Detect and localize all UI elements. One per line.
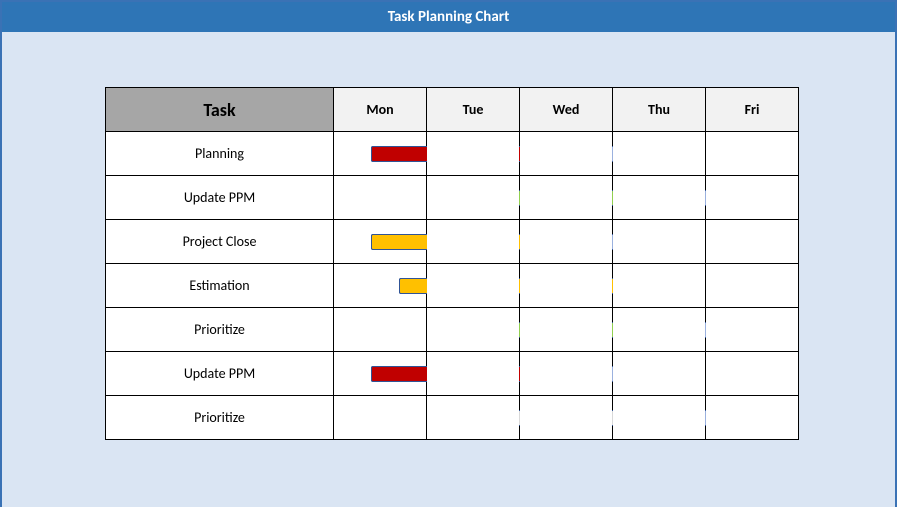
gantt-table: Task MonTueWedThuFri PlanningUpdate PPMP… <box>105 87 799 440</box>
gantt-cell <box>613 176 706 220</box>
gantt-cell <box>520 220 613 264</box>
task-label: Planning <box>106 132 334 176</box>
gantt-cell <box>427 220 520 264</box>
chart-title: Task Planning Chart <box>2 2 895 32</box>
gantt-cell <box>334 132 427 176</box>
gantt-cell <box>706 220 799 264</box>
task-label: Estimation <box>106 264 334 308</box>
day-header-tue: Tue <box>427 88 520 132</box>
task-row: Prioritize <box>106 308 799 352</box>
day-header-fri: Fri <box>706 88 799 132</box>
gantt-cell <box>613 132 706 176</box>
gantt-cell <box>520 396 613 440</box>
gantt-cell <box>427 352 520 396</box>
gantt-cell <box>334 308 427 352</box>
task-row: Project Close <box>106 220 799 264</box>
gantt-cell <box>520 176 613 220</box>
task-planning-chart: Task Planning Chart Task MonTueWedThuFri… <box>0 0 897 507</box>
gantt-cell <box>706 352 799 396</box>
gantt-cell <box>427 396 520 440</box>
task-row: Prioritize <box>106 396 799 440</box>
gantt-cell <box>520 308 613 352</box>
gantt-cell <box>427 264 520 308</box>
gantt-cell <box>613 308 706 352</box>
gantt-cell <box>706 308 799 352</box>
gantt-cell <box>706 264 799 308</box>
gantt-cell <box>520 132 613 176</box>
gantt-cell <box>520 352 613 396</box>
gantt-cell <box>334 352 427 396</box>
task-row: Estimation <box>106 264 799 308</box>
gantt-cell <box>334 264 427 308</box>
task-column-header: Task <box>106 88 334 132</box>
gantt-cell <box>334 220 427 264</box>
gantt-cell <box>520 264 613 308</box>
task-row: Update PPM <box>106 176 799 220</box>
gantt-cell <box>706 176 799 220</box>
gantt-cell <box>613 396 706 440</box>
gantt-cell <box>427 308 520 352</box>
chart-body: Task MonTueWedThuFri PlanningUpdate PPMP… <box>2 32 895 507</box>
task-row: Planning <box>106 132 799 176</box>
gantt-cell <box>706 396 799 440</box>
task-label: Update PPM <box>106 352 334 396</box>
gantt-cell <box>613 352 706 396</box>
task-label: Prioritize <box>106 396 334 440</box>
day-header-wed: Wed <box>520 88 613 132</box>
gantt-cell <box>613 264 706 308</box>
task-label: Project Close <box>106 220 334 264</box>
gantt-cell <box>613 220 706 264</box>
task-row: Update PPM <box>106 352 799 396</box>
day-header-mon: Mon <box>334 88 427 132</box>
task-label: Prioritize <box>106 308 334 352</box>
gantt-cell <box>427 132 520 176</box>
gantt-cell <box>334 176 427 220</box>
task-label: Update PPM <box>106 176 334 220</box>
gantt-body: PlanningUpdate PPMProject CloseEstimatio… <box>106 132 799 440</box>
gantt-cell <box>706 132 799 176</box>
gantt-cell <box>334 396 427 440</box>
header-row: Task MonTueWedThuFri <box>106 88 799 132</box>
gantt-cell <box>427 176 520 220</box>
day-header-thu: Thu <box>613 88 706 132</box>
